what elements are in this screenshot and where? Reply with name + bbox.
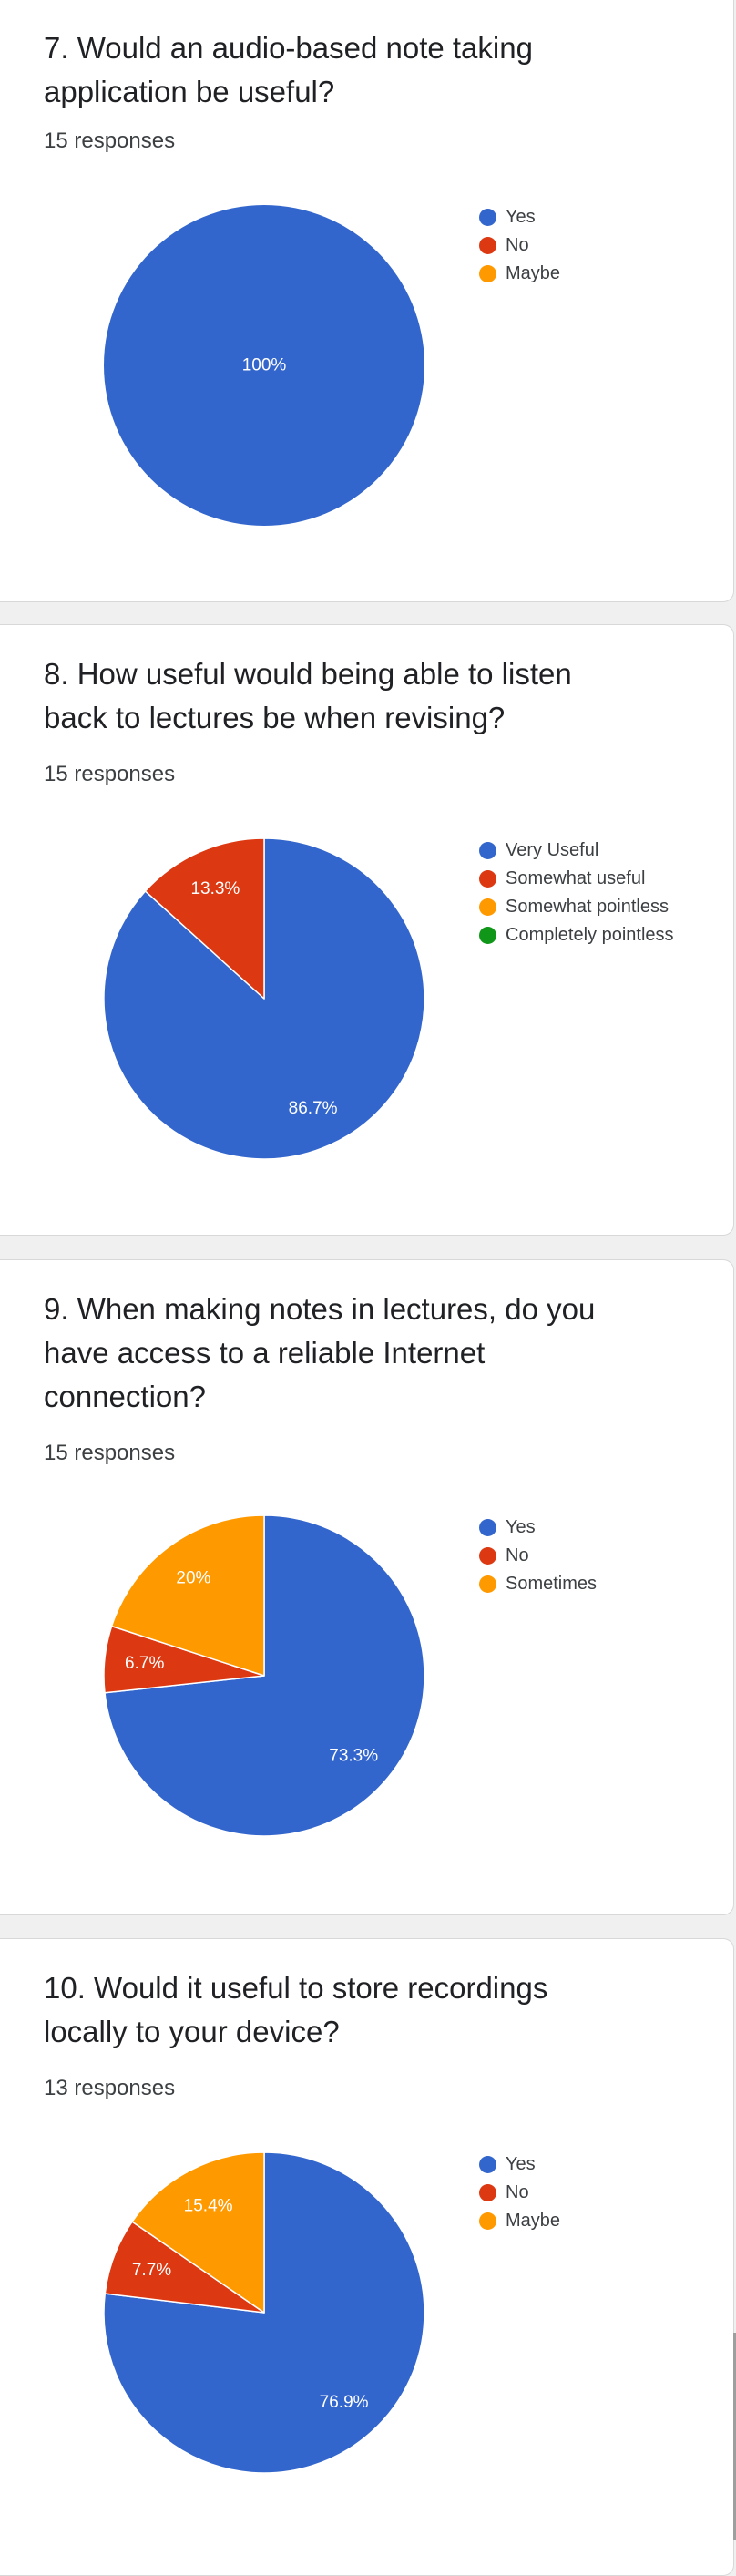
- legend-item: Very Useful: [479, 836, 674, 865]
- legend-item: Yes: [479, 203, 560, 231]
- question-card-10: 10. Would it useful to store recordings …: [0, 1938, 734, 2576]
- legend-label: Completely pointless: [506, 925, 674, 945]
- slice-label: 6.7%: [125, 1654, 164, 1673]
- chart-legend: Very Useful Somewhat useful Somewhat point…: [479, 836, 674, 949]
- legend-item: Sometimes: [479, 1570, 597, 1598]
- question-card-7: 7. Would an audio-based note taking appl…: [0, 0, 734, 602]
- legend-item: Yes: [479, 1514, 597, 1542]
- legend-item: Maybe: [479, 260, 560, 288]
- pie-slice: [144, 837, 265, 1000]
- legend-swatch: [479, 842, 496, 859]
- legend-swatch: [479, 2184, 496, 2201]
- legend-label: Yes: [506, 1517, 536, 1537]
- legend-item: No: [479, 2179, 560, 2207]
- response-count: 15 responses: [44, 1441, 176, 1465]
- legend-label: Maybe: [506, 263, 561, 283]
- legend-swatch: [479, 265, 496, 282]
- legend-swatch: [479, 1547, 496, 1565]
- question-title: 9. When making notes in lectures, do you…: [44, 1292, 596, 1413]
- question-card-8: 8. How useful would being able to listen…: [0, 624, 734, 1236]
- legend-label: No: [506, 2182, 529, 2202]
- legend-label: No: [506, 235, 529, 255]
- legend-item: No: [479, 1542, 597, 1570]
- pie-chart: 86.7% 13.3%: [103, 837, 425, 1160]
- slice-label: 76.9%: [320, 2393, 369, 2412]
- legend-label: Maybe: [506, 2211, 561, 2231]
- slice-label: 20%: [176, 1569, 210, 1588]
- legend-label: Sometimes: [506, 1574, 598, 1594]
- legend-item: Yes: [479, 2150, 560, 2179]
- legend-label: No: [506, 1545, 529, 1565]
- legend-swatch: [479, 927, 496, 944]
- pie-slice: [131, 2151, 265, 2314]
- legend-swatch: [479, 870, 496, 888]
- legend-label: Somewhat pointless: [506, 897, 669, 917]
- legend-item: Somewhat useful: [479, 865, 674, 893]
- slice-label: 86.7%: [289, 1099, 338, 1118]
- legend-swatch: [479, 209, 496, 226]
- slice-label: 73.3%: [329, 1747, 378, 1766]
- pie-slice: [110, 1514, 265, 1677]
- question-title: 10. Would it useful to store recordings …: [44, 1971, 548, 2048]
- question-title: 7. Would an audio-based note taking appl…: [44, 31, 533, 108]
- pie-slice: [103, 2151, 425, 2474]
- question-title: 8. How useful would being able to listen…: [44, 657, 572, 734]
- response-count: 15 responses: [44, 128, 176, 153]
- slice-label: 15.4%: [184, 2197, 233, 2216]
- slice-label: 7.7%: [132, 2261, 171, 2280]
- response-count: 13 responses: [44, 2076, 176, 2100]
- slice-label: 13.3%: [190, 879, 240, 898]
- legend-label: Yes: [506, 207, 536, 227]
- pie-chart: 100%: [104, 205, 424, 526]
- legend-swatch: [479, 1519, 496, 1536]
- scrollbar-thumb[interactable]: [733, 2333, 736, 2540]
- question-card-9: 9. When making notes in lectures, do you…: [0, 1259, 734, 1915]
- legend-label: Yes: [506, 2154, 536, 2174]
- pie-chart: 73.3% 6.7% 20%: [103, 1514, 425, 1837]
- legend-label: Somewhat useful: [506, 868, 646, 888]
- response-count: 15 responses: [44, 762, 176, 786]
- legend-item: Completely pointless: [479, 921, 674, 949]
- legend-swatch: [479, 237, 496, 254]
- legend-item: Somewhat pointless: [479, 893, 674, 921]
- chart-legend: Yes No Sometimes: [479, 1514, 597, 1598]
- chart-legend: Yes No Maybe: [479, 2150, 560, 2235]
- pie-slice: [104, 205, 424, 526]
- slice-label: 100%: [242, 356, 287, 375]
- chart-legend: Yes No Maybe: [479, 203, 560, 288]
- legend-swatch: [479, 1575, 496, 1593]
- legend-item: No: [479, 231, 560, 260]
- pie-chart: 76.9% 7.7% 15.4%: [103, 2151, 425, 2474]
- legend-item: Maybe: [479, 2207, 560, 2235]
- legend-swatch: [479, 2212, 496, 2230]
- legend-label: Very Useful: [506, 840, 599, 860]
- legend-swatch: [479, 2156, 496, 2173]
- legend-swatch: [479, 898, 496, 916]
